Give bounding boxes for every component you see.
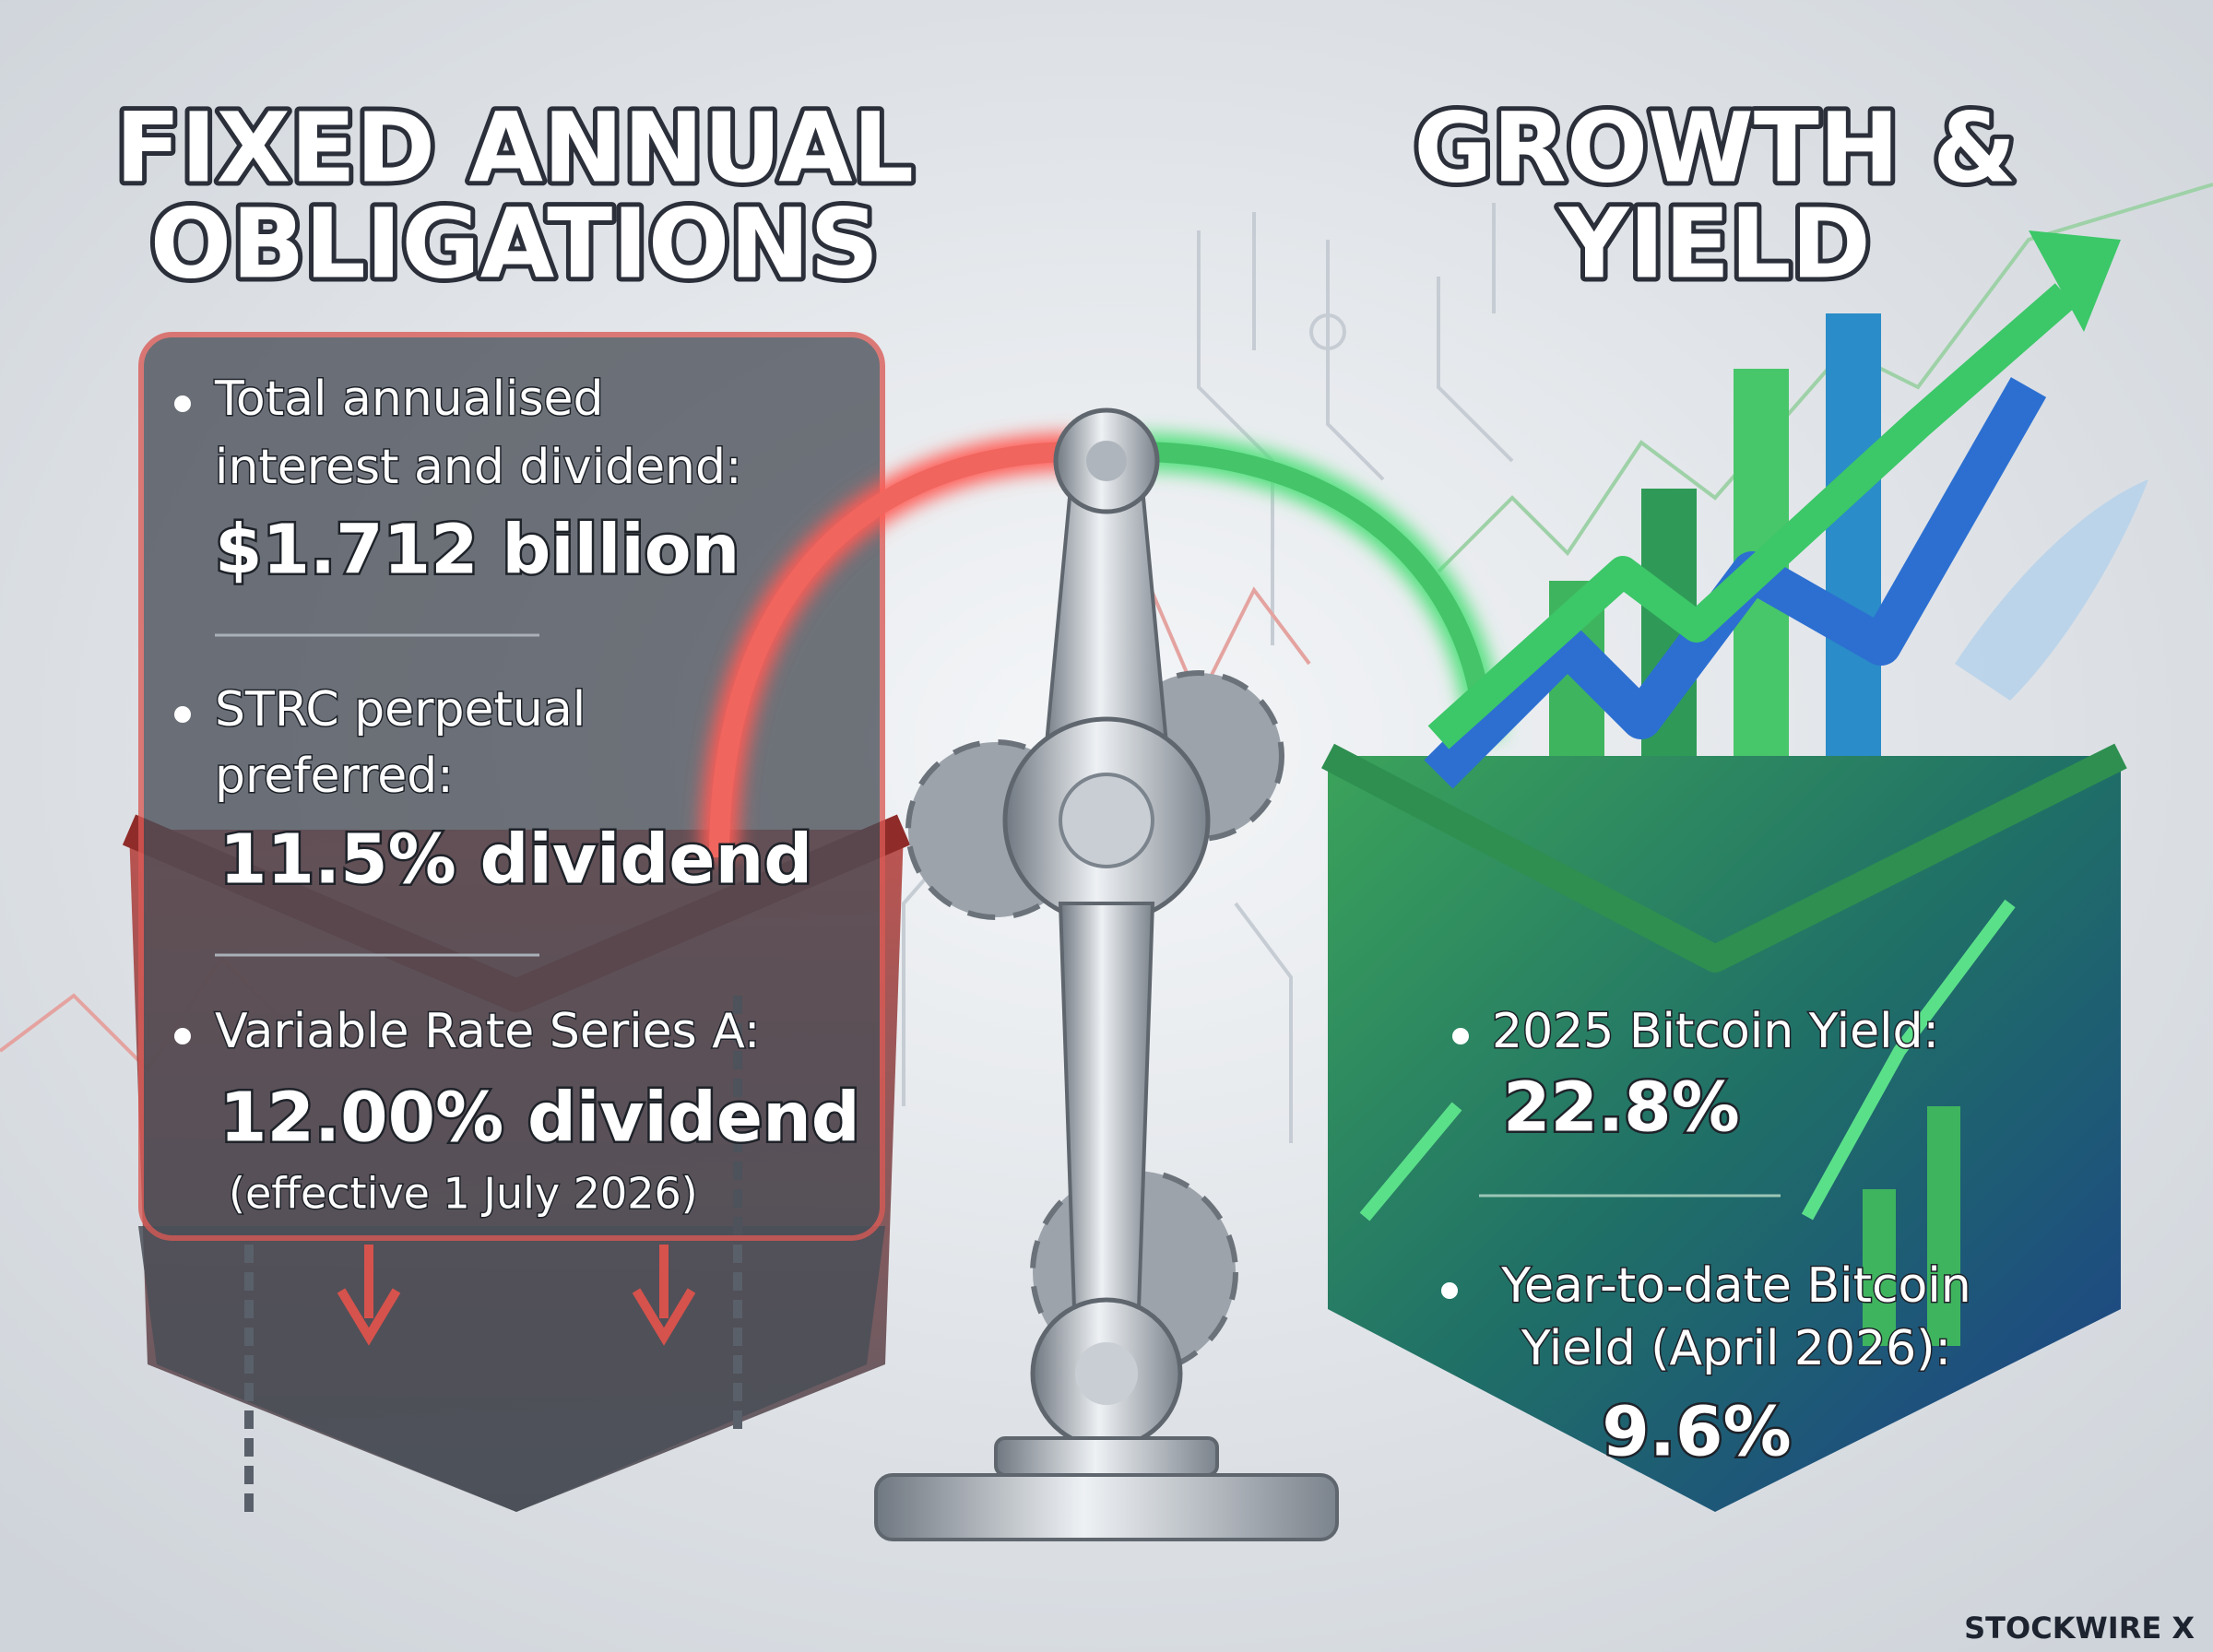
green-box [1321,230,2148,1512]
background-chart-line [1437,183,2213,573]
right-title: YIELD [1557,187,1871,300]
red-arc [709,442,1080,858]
right-title: GROWTH & [1414,91,2016,204]
circuit-lines [902,203,1514,1143]
item-value: $1.712 billion [215,511,740,590]
bullet [1441,1282,1458,1299]
green-arc [1133,442,1495,738]
right-list: 2025 Bitcoin Yield: 22.8% Year-to-date B… [1441,1003,1972,1474]
item-label: Yield (April 2026): [1521,1321,1951,1376]
bullet [174,706,191,723]
item-label: Variable Rate Series A: [215,1004,760,1059]
item-value: 9.6% [1602,1393,1791,1472]
bullet [1452,1028,1469,1044]
item-value: 11.5% dividend [219,820,812,900]
brand-logo: STOCKWIRE X [1964,1611,2195,1646]
bullet [174,1028,191,1044]
left-title: FIXED ANNUAL [115,91,914,204]
left-title: OBLIGATIONS [150,187,879,300]
item-label: Year-to-date Bitcoin [1500,1258,1971,1314]
left-panel [138,332,885,1241]
item-label: preferred: [215,749,454,804]
bullet [174,395,191,412]
item-label: 2025 Bitcoin Yield: [1492,1004,1939,1059]
item-label: Total annualised [214,372,604,427]
lever [874,407,1339,1541]
item-note: (effective 1 July 2026) [229,1169,698,1219]
item-value: 22.8% [1503,1068,1740,1148]
left-list: Total annualised interest and dividend: … [174,371,862,1220]
item-label: interest and dividend: [215,440,742,495]
item-label: STRC perpetual [215,682,586,738]
item-value: 12.00% dividend [219,1079,860,1158]
